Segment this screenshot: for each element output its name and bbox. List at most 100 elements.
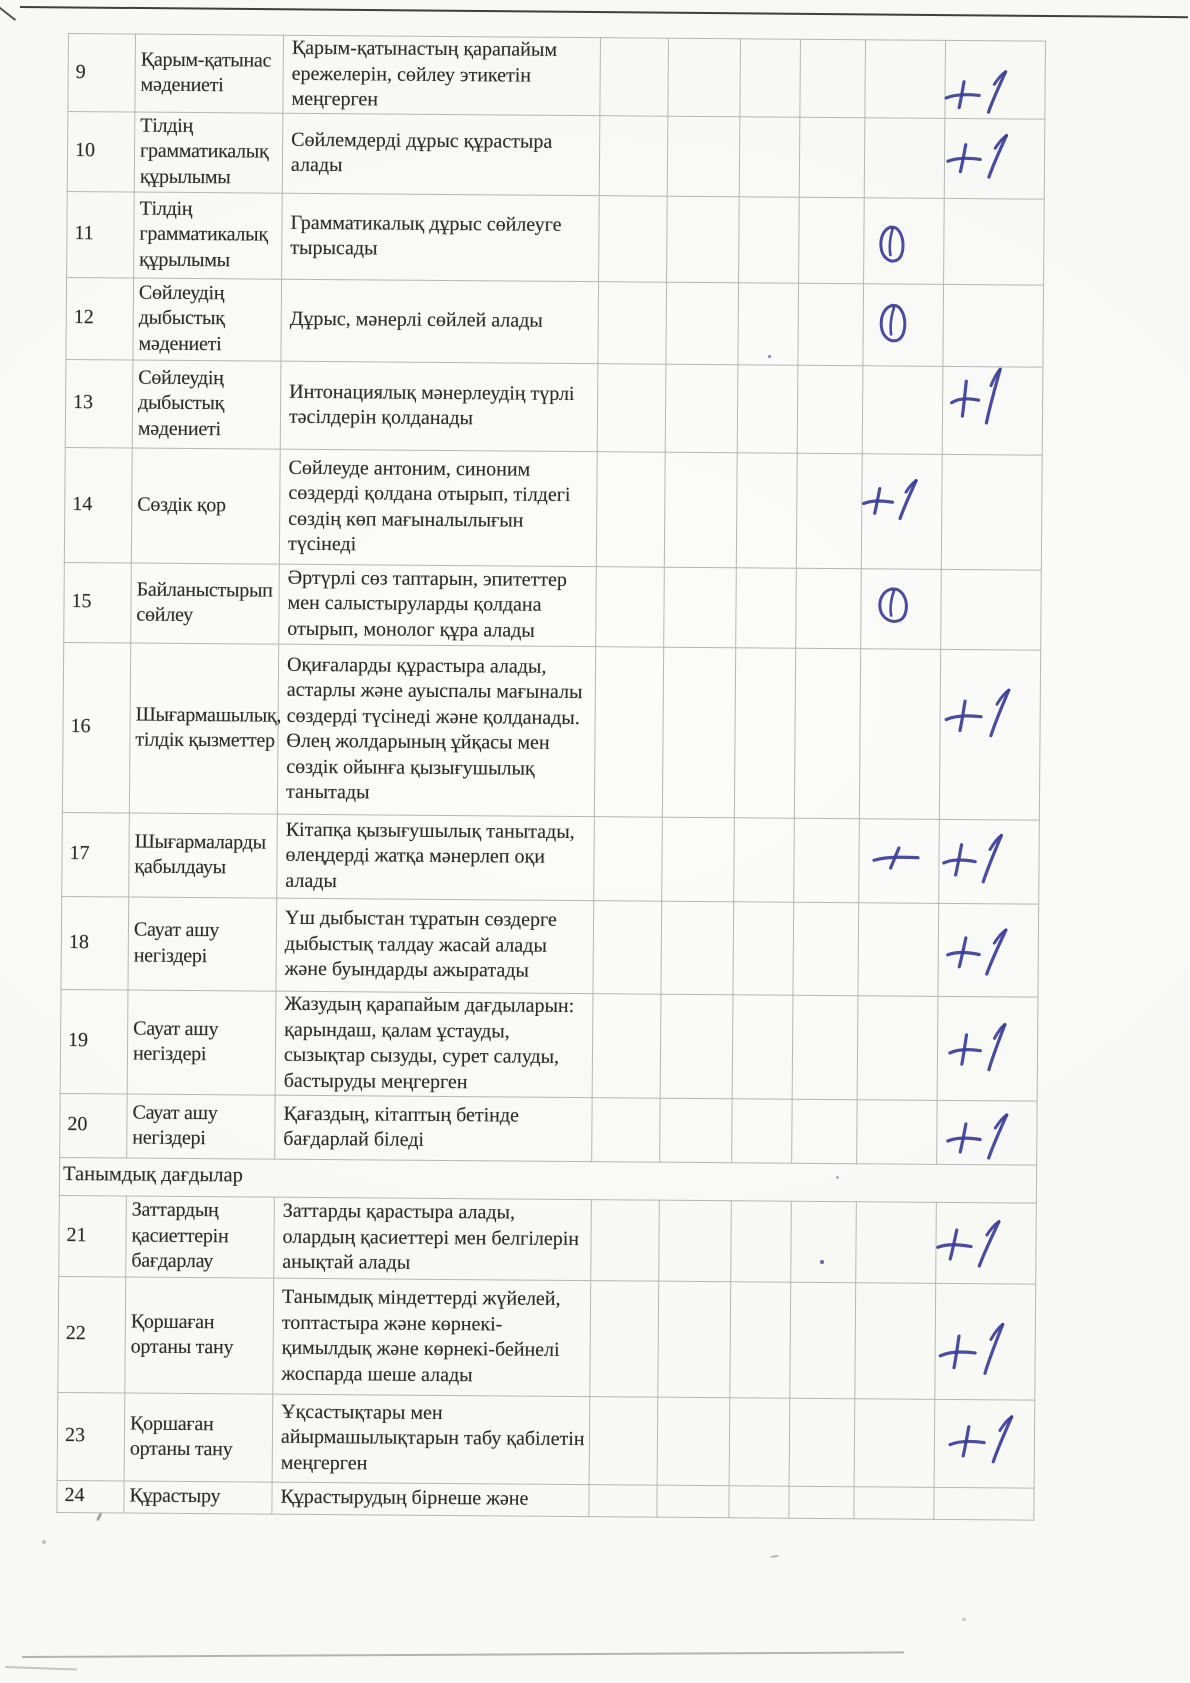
assessment-table: 9 Қарым-қатынас мәдениеті Қарым-қатынастың… [56,33,1046,1520]
score-cell [861,453,943,569]
score-cell [788,1485,855,1519]
score-cell [798,196,865,284]
score-cell [728,1485,790,1518]
score-cell [595,566,665,647]
score-cell [657,1396,730,1486]
score-cell [661,816,735,902]
category-cell: Құрастыру [123,1480,273,1514]
score-cell [665,363,738,453]
category-cell: Сөйлеудің дыбыстық мәдениеті [132,277,282,361]
row-number-cell: 23 [57,1391,125,1481]
score-cell [942,283,1044,367]
score-cell [730,1200,792,1282]
table-row: 14 Сөздік қор Сөйлеуде антоним, синоним сө… [64,446,1043,570]
row-number-cell: 19 [60,988,128,1094]
table-row: 9 Қарым-қатынас мәдениеті Қарым-қатынастың… [67,33,1046,119]
score-cell [933,1486,1035,1520]
score-cell [597,363,666,452]
score-cell [794,647,861,819]
row-number-cell: 22 [57,1275,126,1393]
scan-artifact-line [22,1651,904,1658]
row-number-cell: 14 [64,446,133,563]
score-cell [797,364,863,454]
score-cell [737,282,799,365]
table-row: 11 Тілдің грамматикалық құрылымы Грамматик… [66,190,1045,285]
score-cell [739,116,800,197]
description-cell: Ұқсастықтары мен айырмашылықтарын табу қ… [272,1393,590,1485]
score-cell [854,1398,935,1487]
score-cell [791,1098,858,1164]
score-cell [594,646,664,817]
table-row: 10 Тілдің грамматикалық құрылымы Сөйлемдер… [67,111,1045,199]
score-cell [792,994,858,1100]
table-row: 18 Сауат ашу негіздері Үш дыбыстан тұратын… [60,895,1039,997]
table-row: 20 Сауат ашу негіздері Қағаздың, кітаптың … [59,1092,1038,1165]
category-cell: Қоршаған ортаны тану [124,1276,274,1394]
row-number-cell: 12 [65,276,134,360]
category-cell: Сөйлеудің дыбыстық мәдениеті [132,359,281,449]
description-cell: Үш дыбыстан тұратын сөздерге дыбыстық та… [275,897,594,994]
description-cell: Жазудың қарапайым дағдыларын: қарындаш, … [275,990,593,1098]
score-cell [934,1282,1036,1400]
description-cell: Сөйлемдерді дұрыс құрастыра алады [282,112,600,196]
score-cell [739,38,801,117]
description-cell: Танымдық міндеттерді жүйелей, топтастыра… [272,1277,591,1397]
score-cell [659,1097,733,1163]
score-cell [934,1398,1035,1488]
score-cell [789,1281,856,1399]
score-cell [857,902,939,996]
table-row: 13 Сөйлеудің дыбыстық мәдениеті Интонациял… [65,358,1043,455]
score-cell [944,117,1045,199]
score-cell [660,993,733,1099]
score-cell [864,39,946,118]
description-cell: Сөйлеуде антоним, синоним сөздерді қолда… [279,448,598,567]
description-cell: Кітапқа қызығушылық танытады, өлеңдерді … [276,813,595,901]
category-cell: Сөздік қор [131,447,281,564]
description-cell: Грамматикалық дұрыс сөйлеуге тырысады [281,192,600,282]
row-number-cell: 11 [66,190,135,278]
score-cell [792,901,859,996]
table-row: 22 Қоршаған ортаны тану Танымдық міндеттер… [57,1275,1036,1400]
score-cell [593,816,663,901]
score-cell [588,1484,658,1517]
score-cell [736,452,798,568]
score-cell [944,40,1046,119]
score-cell [863,197,945,284]
score-cell [663,566,737,648]
score-cell [589,1280,659,1397]
score-cell [854,1282,936,1399]
score-cell [935,1201,1037,1284]
category-cell: Сауат ашу негіздері [127,896,277,991]
scan-artifact-speck [95,1512,103,1522]
score-cell [592,900,662,994]
score-cell [731,1098,793,1163]
scan-artifact-line [4,1666,77,1671]
row-number-cell: 10 [67,111,135,192]
description-cell: Әртүрлі сөз таптарын, эпитеттер мен салы… [278,563,597,647]
table-row: 16 Шығармашылық, тілдік қызметтер Оқиғалар… [62,641,1041,820]
category-cell: Шығармаларды қабылдауы [128,812,278,898]
scan-artifact-line [19,6,1188,19]
table-row: 21 Заттардың қасиеттерін бағдарлау Заттард… [58,1194,1037,1284]
score-cell [939,648,1041,820]
score-cell [733,817,795,902]
score-cell [591,1097,661,1162]
score-cell [732,994,793,1099]
score-cell [938,818,1040,904]
row-number-cell: 17 [61,811,130,897]
score-cell [599,115,668,196]
category-cell: Шығармашылық, тілдік қызметтер [129,642,281,814]
score-cell [596,451,666,567]
score-cell [667,115,740,197]
score-cell [660,900,734,995]
score-cell [940,568,1042,650]
category-cell: Тілдің грамматикалық құрылымы [134,111,283,193]
category-cell: Сауат ашу негіздері [126,1093,276,1159]
score-cell [665,281,739,365]
description-cell: Заттарды қарастыра алады, олардың қасиет… [273,1196,592,1281]
score-cell [858,818,940,903]
row-number-cell: 13 [65,358,133,448]
score-cell [738,196,800,283]
row-number-cell: 9 [67,33,136,112]
table-row: 23 Қоршаған ортаны тану Ұқсастықтары мен а… [57,1391,1035,1488]
